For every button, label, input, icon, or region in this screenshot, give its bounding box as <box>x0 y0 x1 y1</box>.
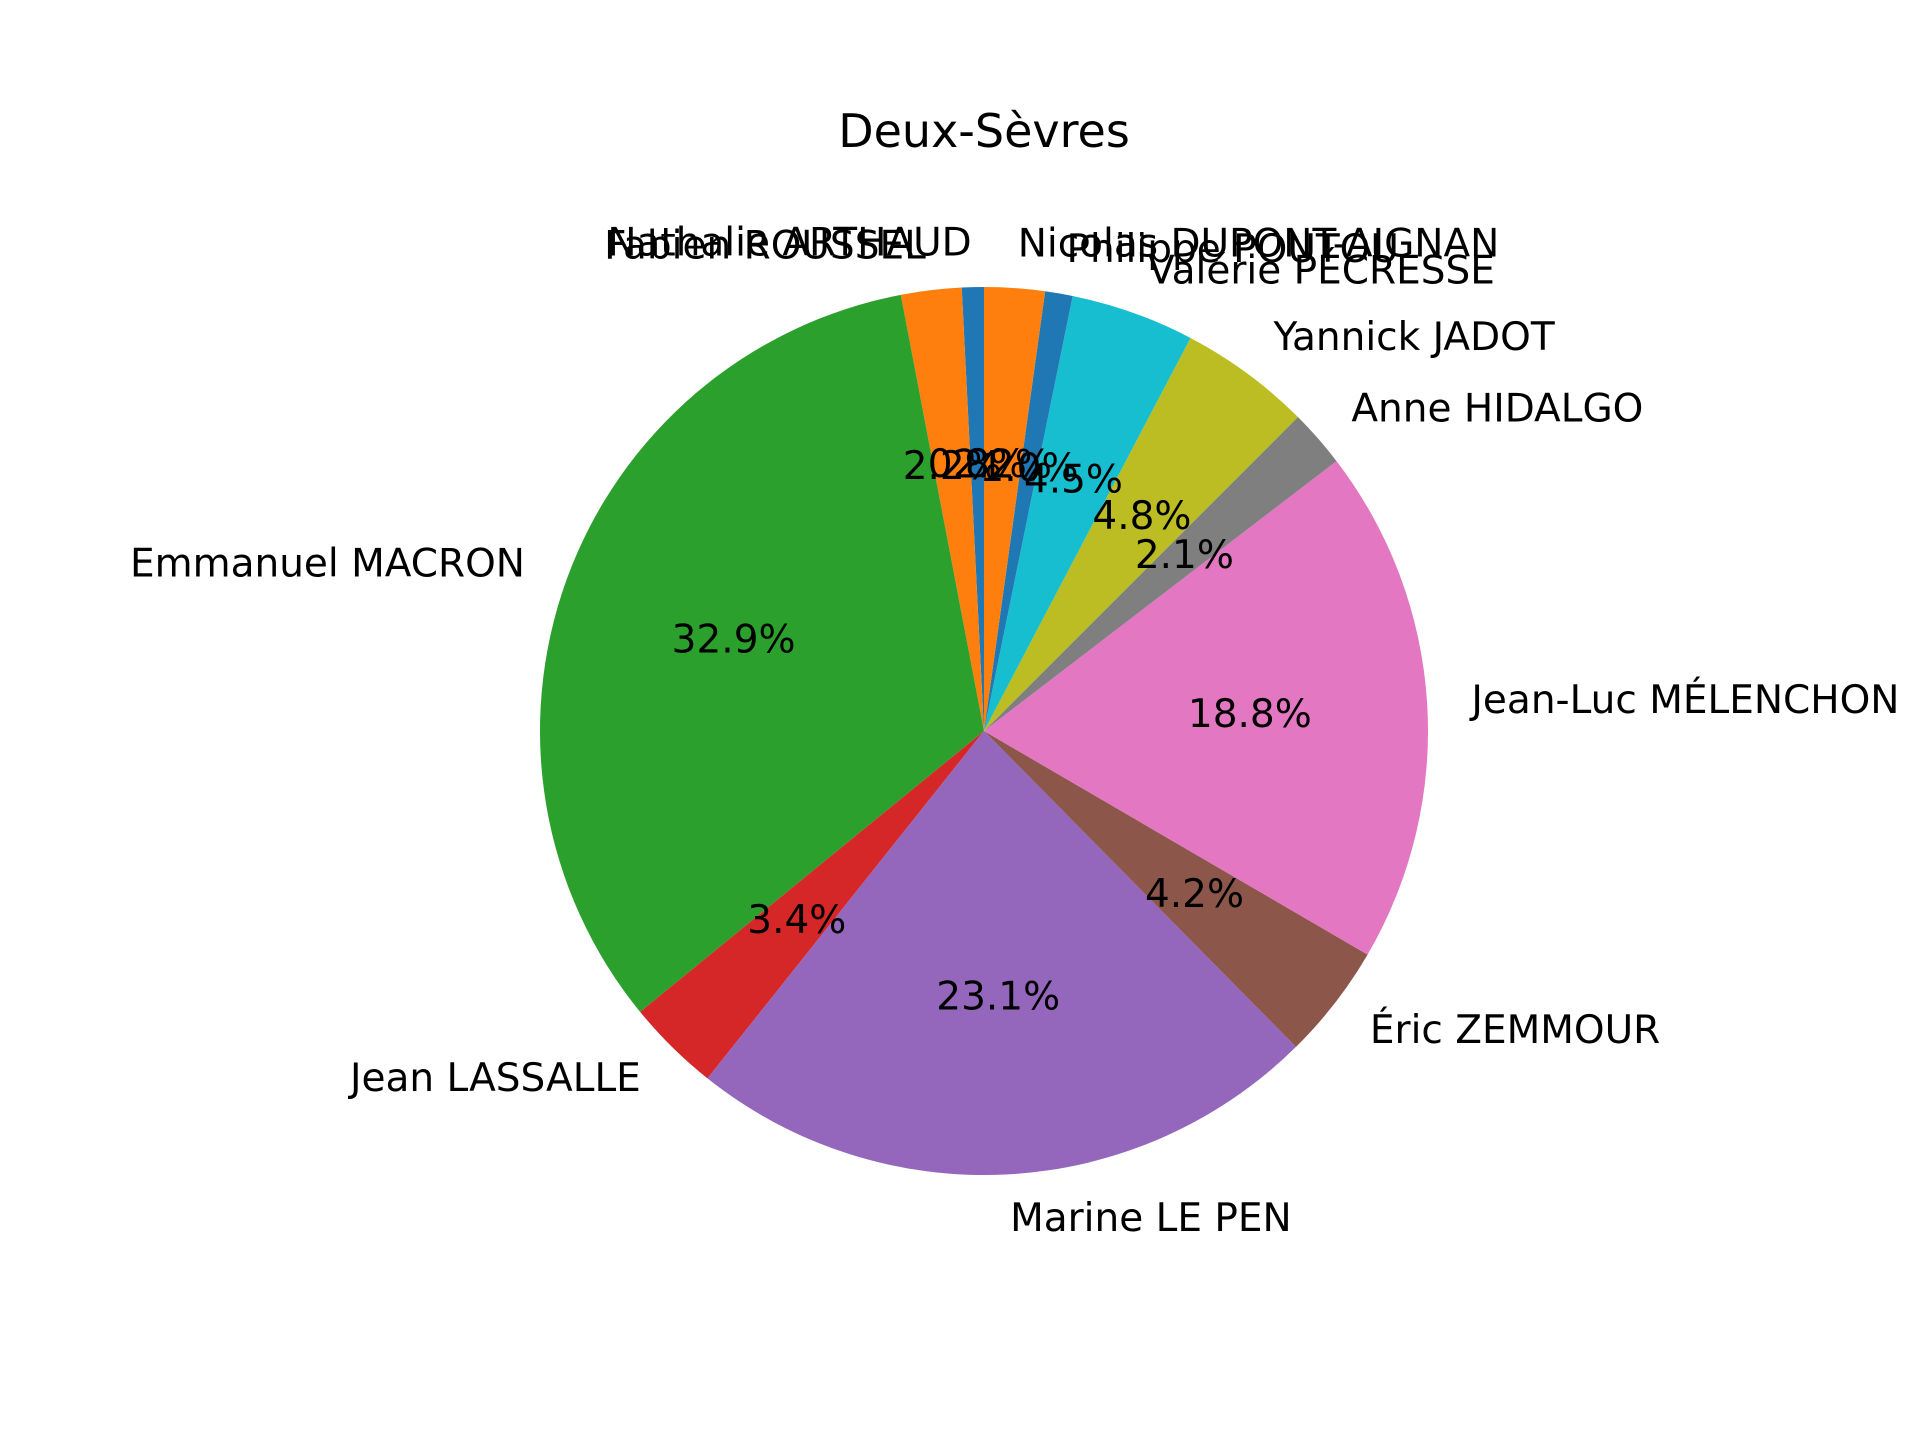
percent-label: 2.2% <box>903 444 1002 489</box>
percent-labels: 0.8%2.2% 32.9% 3.4% 23.1% 4.2% 18.8% 2.1%4.8%4… <box>672 442 1312 1019</box>
slice-label: Anne HIDALGO <box>1351 387 1643 432</box>
percent-label: 4.2% <box>1145 872 1244 917</box>
percent-label: 23.1% <box>936 975 1060 1020</box>
pie-slice-yannick-jadot <box>984 337 1298 731</box>
slice-label: Fabien ROUSSEL <box>604 224 926 269</box>
pie-slice-jean-lassalle <box>640 731 984 1079</box>
pie-slice-valerie-pecresse <box>984 295 1191 731</box>
percent-label: 4.8% <box>1092 494 1191 539</box>
slice-label: Yannick JADOT <box>1273 315 1555 360</box>
pie-slice-emmanuel-macron <box>540 294 984 1012</box>
slice-label: Philippe POUTOU <box>1066 227 1398 272</box>
pie-slice-anne-hidalgo <box>984 417 1337 731</box>
pie-slices <box>540 287 1428 1175</box>
pie-slice-nathalie-arthaud <box>961 287 984 731</box>
pie-slice-jean-luc-melenchon <box>984 461 1428 955</box>
percent-label: 2.1% <box>1135 533 1234 578</box>
slice-label: Éric ZEMMOUR <box>1370 1006 1660 1053</box>
percent-label: 2.2% <box>953 443 1052 488</box>
slice-label: Valérie PÉCRESSE <box>1148 246 1495 293</box>
slice-label: Emmanuel MACRON <box>130 542 525 587</box>
pie-slice-marine-le-pen <box>707 731 1296 1175</box>
chart-title: Deux-Sèvres <box>838 104 1130 158</box>
slice-label: Jean LASSALLE <box>347 1056 641 1101</box>
percent-label: 1.0% <box>979 446 1078 491</box>
percent-label: 32.9% <box>672 617 796 662</box>
slice-label: Nathalie ARTHAUD <box>607 220 971 265</box>
percent-label: 0.8% <box>928 442 1027 487</box>
pie-slice-eric-zemmour <box>984 731 1368 1047</box>
percent-label: 18.8% <box>1188 692 1312 737</box>
slice-label: Marine LE PEN <box>1010 1196 1292 1241</box>
slice-label: Jean-Luc MÉLENCHON <box>1468 676 1899 723</box>
percent-label: 3.4% <box>747 898 846 943</box>
slice-label: Nicolas DUPONT-AIGNAN <box>1018 221 1500 266</box>
pie-slice-fabien-roussel <box>900 287 984 731</box>
percent-label: 4.5% <box>1024 458 1123 503</box>
pie-slice-nicolas-dupont-aignan <box>984 287 1046 731</box>
pie-slice-philippe-poutou <box>984 291 1073 731</box>
